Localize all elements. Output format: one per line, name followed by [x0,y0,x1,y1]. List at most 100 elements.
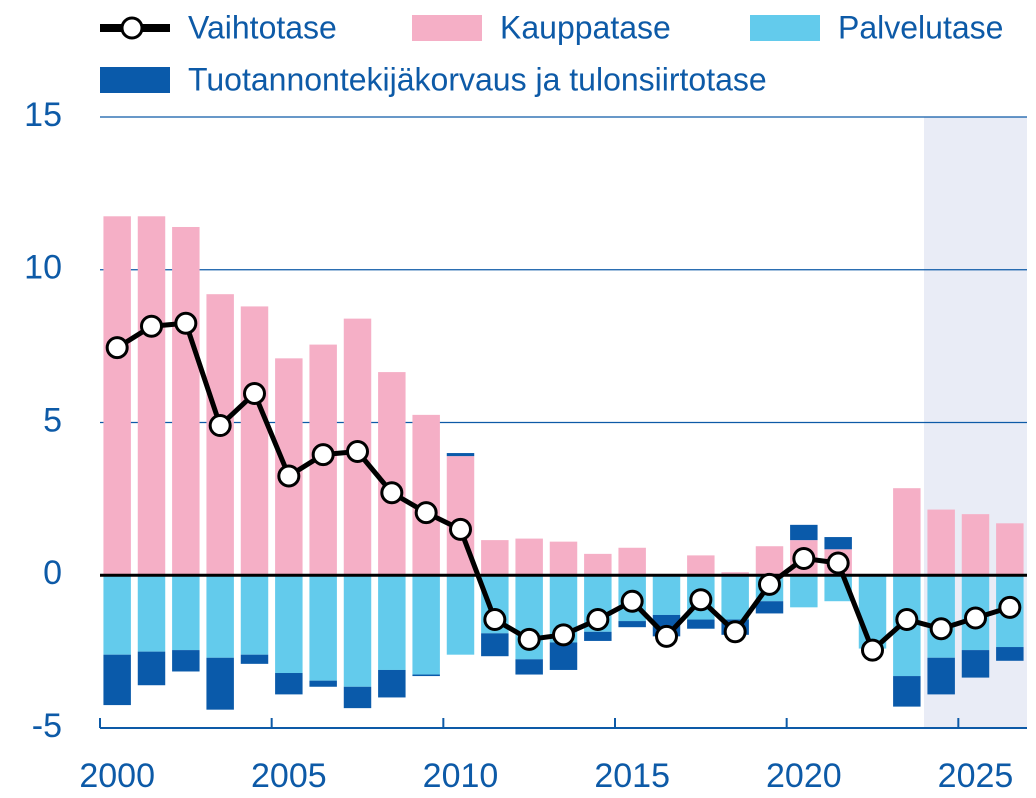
bar [549,541,578,576]
line-marker [895,608,919,632]
bar [206,657,234,710]
bar [961,514,990,576]
line-marker [998,595,1022,619]
bar [103,654,131,706]
bar [893,676,921,707]
bar [378,372,406,576]
bar [103,575,131,655]
line-marker [861,638,884,662]
bar [584,553,612,576]
bar [687,619,715,629]
bar [137,216,166,576]
x-tick-label: 2015 [594,757,670,795]
bar [309,575,337,681]
bar [961,650,990,678]
line-marker [723,620,747,644]
legend-label: Kauppatase [500,9,671,45]
bar [481,633,509,657]
line-marker [449,517,472,541]
bar [618,547,646,576]
line-marker [140,314,163,338]
bar [275,673,303,695]
line-marker [380,481,404,505]
legend-label: Palvelutase [838,9,1003,45]
bar [172,575,200,651]
bar [206,575,234,658]
line-marker [929,617,953,641]
line-marker [689,588,713,612]
bar [412,414,440,576]
bar [584,631,612,641]
x-tick-label: 2000 [79,757,155,795]
legend-swatch [412,15,482,41]
bar [412,674,440,677]
line-marker [414,501,438,525]
line-marker [243,381,266,405]
line-marker [552,623,575,647]
bar [824,537,852,550]
bar [275,575,303,674]
bar [996,523,1024,576]
y-tick-label: 0 [43,554,62,592]
line-marker [105,336,129,360]
bar [172,226,200,576]
bar [309,680,337,687]
bar [927,657,955,695]
y-tick-label: 10 [24,249,62,287]
x-tick-label: 2020 [766,757,842,795]
bar [755,546,784,576]
legend-swatch [750,15,820,41]
bar [103,216,131,576]
bar [137,575,166,652]
line-marker [208,414,232,438]
bar [378,669,406,698]
bar [549,642,578,670]
bar [412,575,440,675]
x-tick-label: 2005 [251,757,327,795]
bar [515,538,543,576]
line-marker [586,608,610,632]
line-marker [655,624,678,648]
line-marker [483,608,507,632]
bar [996,647,1024,661]
line-marker [174,311,198,335]
line-marker [311,443,335,467]
bar [790,524,818,541]
bar [343,686,372,709]
line-marker [758,572,781,596]
y-tick-label: 5 [43,401,62,439]
y-tick-label: 15 [24,96,62,134]
bar [240,575,269,655]
legend-label: Vaihtotase [188,9,337,45]
x-tick-label: 2010 [423,757,499,795]
legend-label: Tuotannontekijäkorvaus ja tulonsiirtotas… [188,61,767,97]
line-marker [964,606,987,630]
bar [927,509,955,576]
bar [927,575,955,658]
line-marker [346,440,369,464]
bar [858,575,887,649]
bar [481,540,509,576]
bar [721,572,749,576]
bar [137,651,166,686]
bar [446,575,475,655]
x-tick-label: 2025 [938,757,1014,795]
bar [240,654,269,664]
bar [172,650,200,672]
bar [446,453,475,457]
bar [790,575,818,608]
bar [618,621,646,628]
bar [515,659,543,675]
bar [721,575,749,620]
legend-swatch [120,16,144,40]
line-marker [517,627,541,651]
bar [343,575,372,687]
line-marker [620,589,644,613]
y-tick-label: -5 [32,707,62,745]
line-marker [792,546,816,570]
line-marker [826,551,850,575]
bar [687,555,715,576]
bar [240,306,269,576]
